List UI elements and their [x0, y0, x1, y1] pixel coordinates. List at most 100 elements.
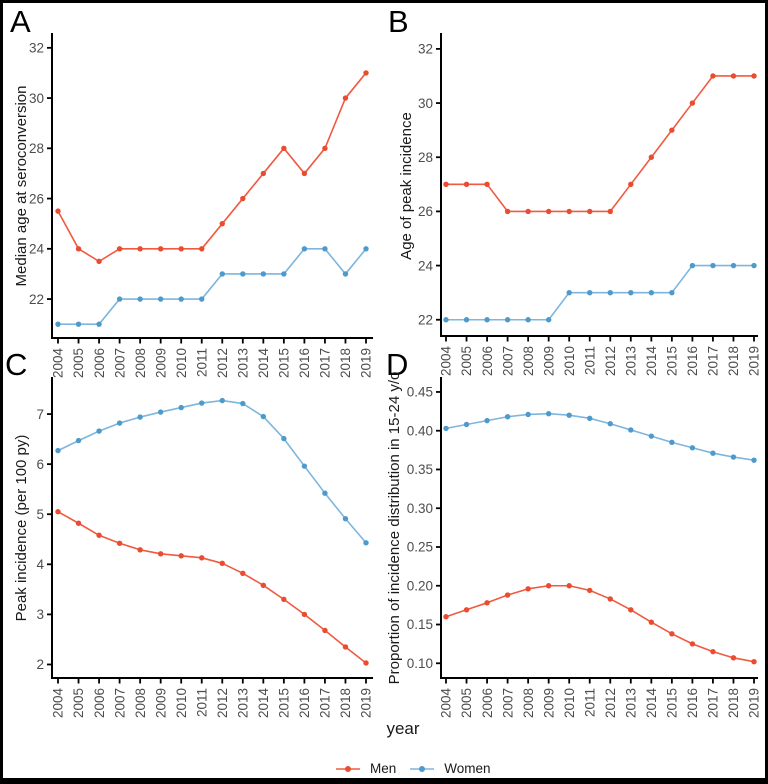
women-series-point [116, 420, 123, 426]
women-series-point [240, 400, 246, 407]
panel-label-a: A [10, 4, 31, 39]
men-series-point [322, 145, 328, 152]
men-series-point [710, 73, 716, 79]
men-series-point [484, 600, 490, 606]
men-series-point [607, 596, 613, 602]
women-series-point [463, 317, 470, 323]
women-series-point [137, 296, 143, 302]
men-series-point [219, 560, 225, 567]
legend-item-men: Men [335, 761, 396, 776]
women-series-point [484, 317, 490, 323]
svg-text:2011: 2011 [582, 688, 597, 717]
panel-label-d: D [386, 347, 409, 382]
svg-text:2011: 2011 [194, 348, 209, 377]
svg-text:2006: 2006 [480, 346, 495, 376]
women-series-point [443, 317, 449, 323]
women-series-point [55, 321, 61, 327]
men-series-point [525, 586, 531, 592]
women-series-point [689, 262, 696, 269]
men-series-point [363, 70, 369, 76]
svg-text:2010: 2010 [174, 348, 189, 378]
men-series-point [260, 582, 267, 589]
svg-text:2008: 2008 [133, 688, 148, 718]
svg-text:2: 2 [36, 657, 44, 672]
men-series-point [178, 553, 184, 559]
women-series-point [219, 271, 225, 277]
svg-text:2016: 2016 [685, 688, 700, 718]
women-series-point [260, 413, 267, 420]
women-series-point [689, 445, 696, 451]
women-series-point [342, 271, 349, 277]
svg-text:0.20: 0.20 [407, 578, 433, 593]
women-series-point [342, 516, 349, 522]
women-series-point [199, 400, 205, 406]
svg-text:2008: 2008 [521, 688, 536, 718]
women-series-marker-icon [410, 765, 435, 772]
legend-item-women: Women [409, 761, 491, 776]
svg-text:3: 3 [36, 607, 44, 622]
men-series-point [689, 100, 696, 106]
svg-text:5: 5 [36, 507, 44, 522]
men-series-point [342, 95, 349, 101]
svg-text:2008: 2008 [521, 346, 536, 376]
y-axis-title-c: Peak incidence (per 100 py) [13, 434, 30, 622]
women-series-point [669, 439, 675, 446]
svg-text:2004: 2004 [439, 688, 454, 719]
svg-text:2013: 2013 [236, 348, 251, 378]
svg-text:0.45: 0.45 [407, 385, 433, 400]
svg-text:2015: 2015 [277, 348, 292, 378]
women-series-point [484, 417, 490, 424]
men-series-point [96, 532, 102, 538]
men-series-point [443, 181, 449, 188]
women-series-point [322, 490, 328, 496]
women-series-line [57, 399, 367, 544]
men-series-point [587, 587, 593, 594]
svg-text:2017: 2017 [706, 346, 721, 376]
men-series-point [157, 246, 164, 252]
men-series-marker-icon [336, 765, 360, 772]
women-series-line [445, 412, 755, 461]
svg-text:6: 6 [36, 457, 44, 472]
men-series-point [710, 648, 716, 655]
men-series-point [75, 246, 82, 252]
svg-text:2005: 2005 [459, 688, 474, 718]
svg-text:2014: 2014 [256, 348, 271, 379]
women-series-point [96, 428, 102, 434]
men-series-point [587, 208, 593, 215]
women-series-point [116, 296, 123, 302]
svg-text:2008: 2008 [133, 348, 148, 378]
women-series-point [566, 289, 572, 296]
men-series-point [751, 73, 757, 79]
svg-text:2004: 2004 [51, 688, 66, 719]
panel-d-chart: 0.10 0.15 0.20 0.25 0.30 0.35 0.40 0.45 2004 2005… [407, 377, 762, 719]
women-series-point [281, 271, 287, 277]
svg-text:2005: 2005 [71, 688, 86, 718]
men-series-point [137, 246, 143, 252]
svg-text:2006: 2006 [92, 348, 107, 378]
men-series-point [504, 208, 511, 215]
svg-text:26: 26 [418, 204, 433, 219]
men-series-point [751, 659, 757, 665]
men-series-point [96, 258, 102, 265]
men-series-point [55, 509, 61, 515]
men-series-point [545, 208, 552, 215]
svg-text:2009: 2009 [153, 348, 168, 378]
men-series-point [566, 583, 572, 589]
svg-text:26: 26 [29, 191, 44, 206]
men-series-point [55, 208, 61, 214]
panel-b-chart: 22 24 26 28 30 32 2004 2005 2006 2007 2008 2009 2010… [418, 33, 762, 376]
women-series-point [301, 246, 308, 252]
men-series-point [730, 655, 737, 661]
men-series-point [545, 583, 552, 589]
svg-text:2018: 2018 [726, 346, 741, 376]
women-series-point [751, 457, 757, 463]
women-series-point [730, 262, 737, 269]
men-series-point [240, 195, 246, 202]
svg-text:2016: 2016 [297, 688, 312, 718]
legend-label-women: Women [444, 761, 491, 776]
svg-text:2010: 2010 [174, 688, 189, 718]
women-series-point [525, 317, 531, 323]
men-series-point [178, 246, 184, 252]
svg-text:2017: 2017 [706, 688, 721, 718]
